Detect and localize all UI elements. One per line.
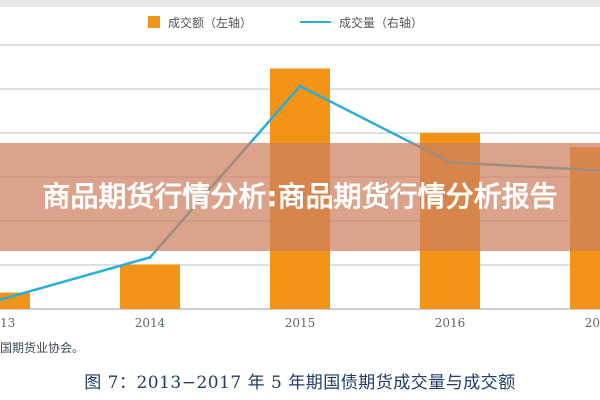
legend-bar-label: 成交额（左轴）	[168, 15, 252, 30]
legend: 成交额（左轴） 成交量（右轴）	[148, 15, 423, 30]
line-point	[148, 255, 152, 259]
figure-caption: 图 7：2013−2017 年 5 年期国债期货成交量与成交额	[84, 373, 516, 393]
overlay-title: 商品期货行情分析:商品期货行情分析报告	[42, 180, 558, 213]
line-point	[298, 84, 302, 88]
source-note: 国期货业协会。	[0, 341, 85, 355]
x-tick-label: 2017	[585, 316, 600, 330]
x-tick-label: 2014	[135, 316, 166, 330]
title-banner: 商品期货行情分析:商品期货行情分析报告	[0, 143, 600, 251]
x-tick-label: 2016	[435, 316, 466, 330]
top-border	[0, 0, 600, 7]
x-tick-label: 2015	[285, 316, 316, 330]
x-tick-label: 2013	[0, 316, 15, 330]
legend-bar-swatch	[148, 16, 160, 28]
x-tick-labels: 2013 2014 2015 2016 2017	[0, 316, 600, 330]
bar	[120, 264, 180, 309]
legend-line-label: 成交量（右轴）	[339, 15, 423, 30]
line-point	[0, 298, 2, 302]
